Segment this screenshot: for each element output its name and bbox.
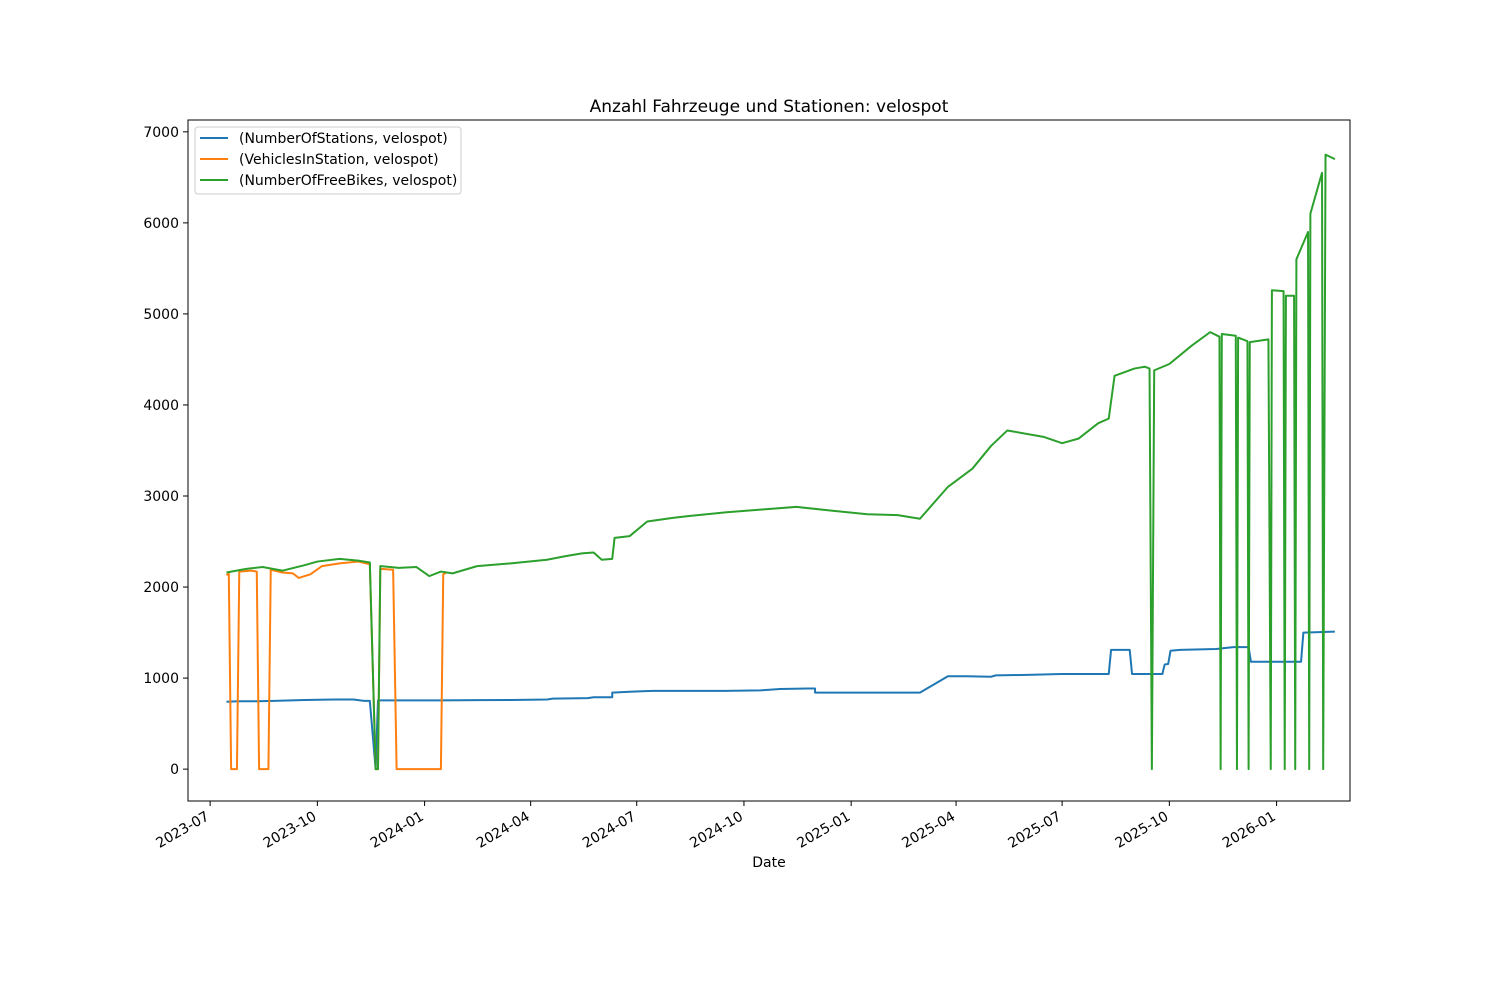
- legend: (NumberOfStations, velospot) (VehiclesInS…: [194, 126, 462, 195]
- plot-frame: [187, 119, 1351, 802]
- legend-entry-0: (NumberOfStations, velospot): [239, 131, 448, 147]
- x-axis-label: Date: [752, 855, 785, 871]
- chart-title: Anzahl Fahrzeuge und Stationen: velospot: [590, 97, 949, 117]
- legend-entry-2: (NumberOfFreeBikes, velospot): [239, 173, 457, 189]
- y-tick-label: 4000: [143, 398, 179, 414]
- legend-entry-1: (VehiclesInStation, velospot): [239, 152, 439, 168]
- y-tick-label: 3000: [143, 489, 179, 505]
- y-tick-label: 7000: [143, 125, 179, 141]
- legend-box: [194, 126, 462, 195]
- series-layer: [225, 153, 1336, 771]
- series-line-1: [225, 560, 448, 771]
- y-axis: 0 1000 2000 3000 4000 5000 6000 7000: [143, 125, 188, 778]
- y-tick-label: 2000: [143, 580, 179, 596]
- y-tick-label: 0: [170, 762, 179, 778]
- y-tick-label: 5000: [143, 307, 179, 323]
- series-line-2: [226, 153, 1336, 771]
- y-tick-label: 6000: [143, 216, 179, 232]
- y-tick-label: 1000: [143, 671, 179, 687]
